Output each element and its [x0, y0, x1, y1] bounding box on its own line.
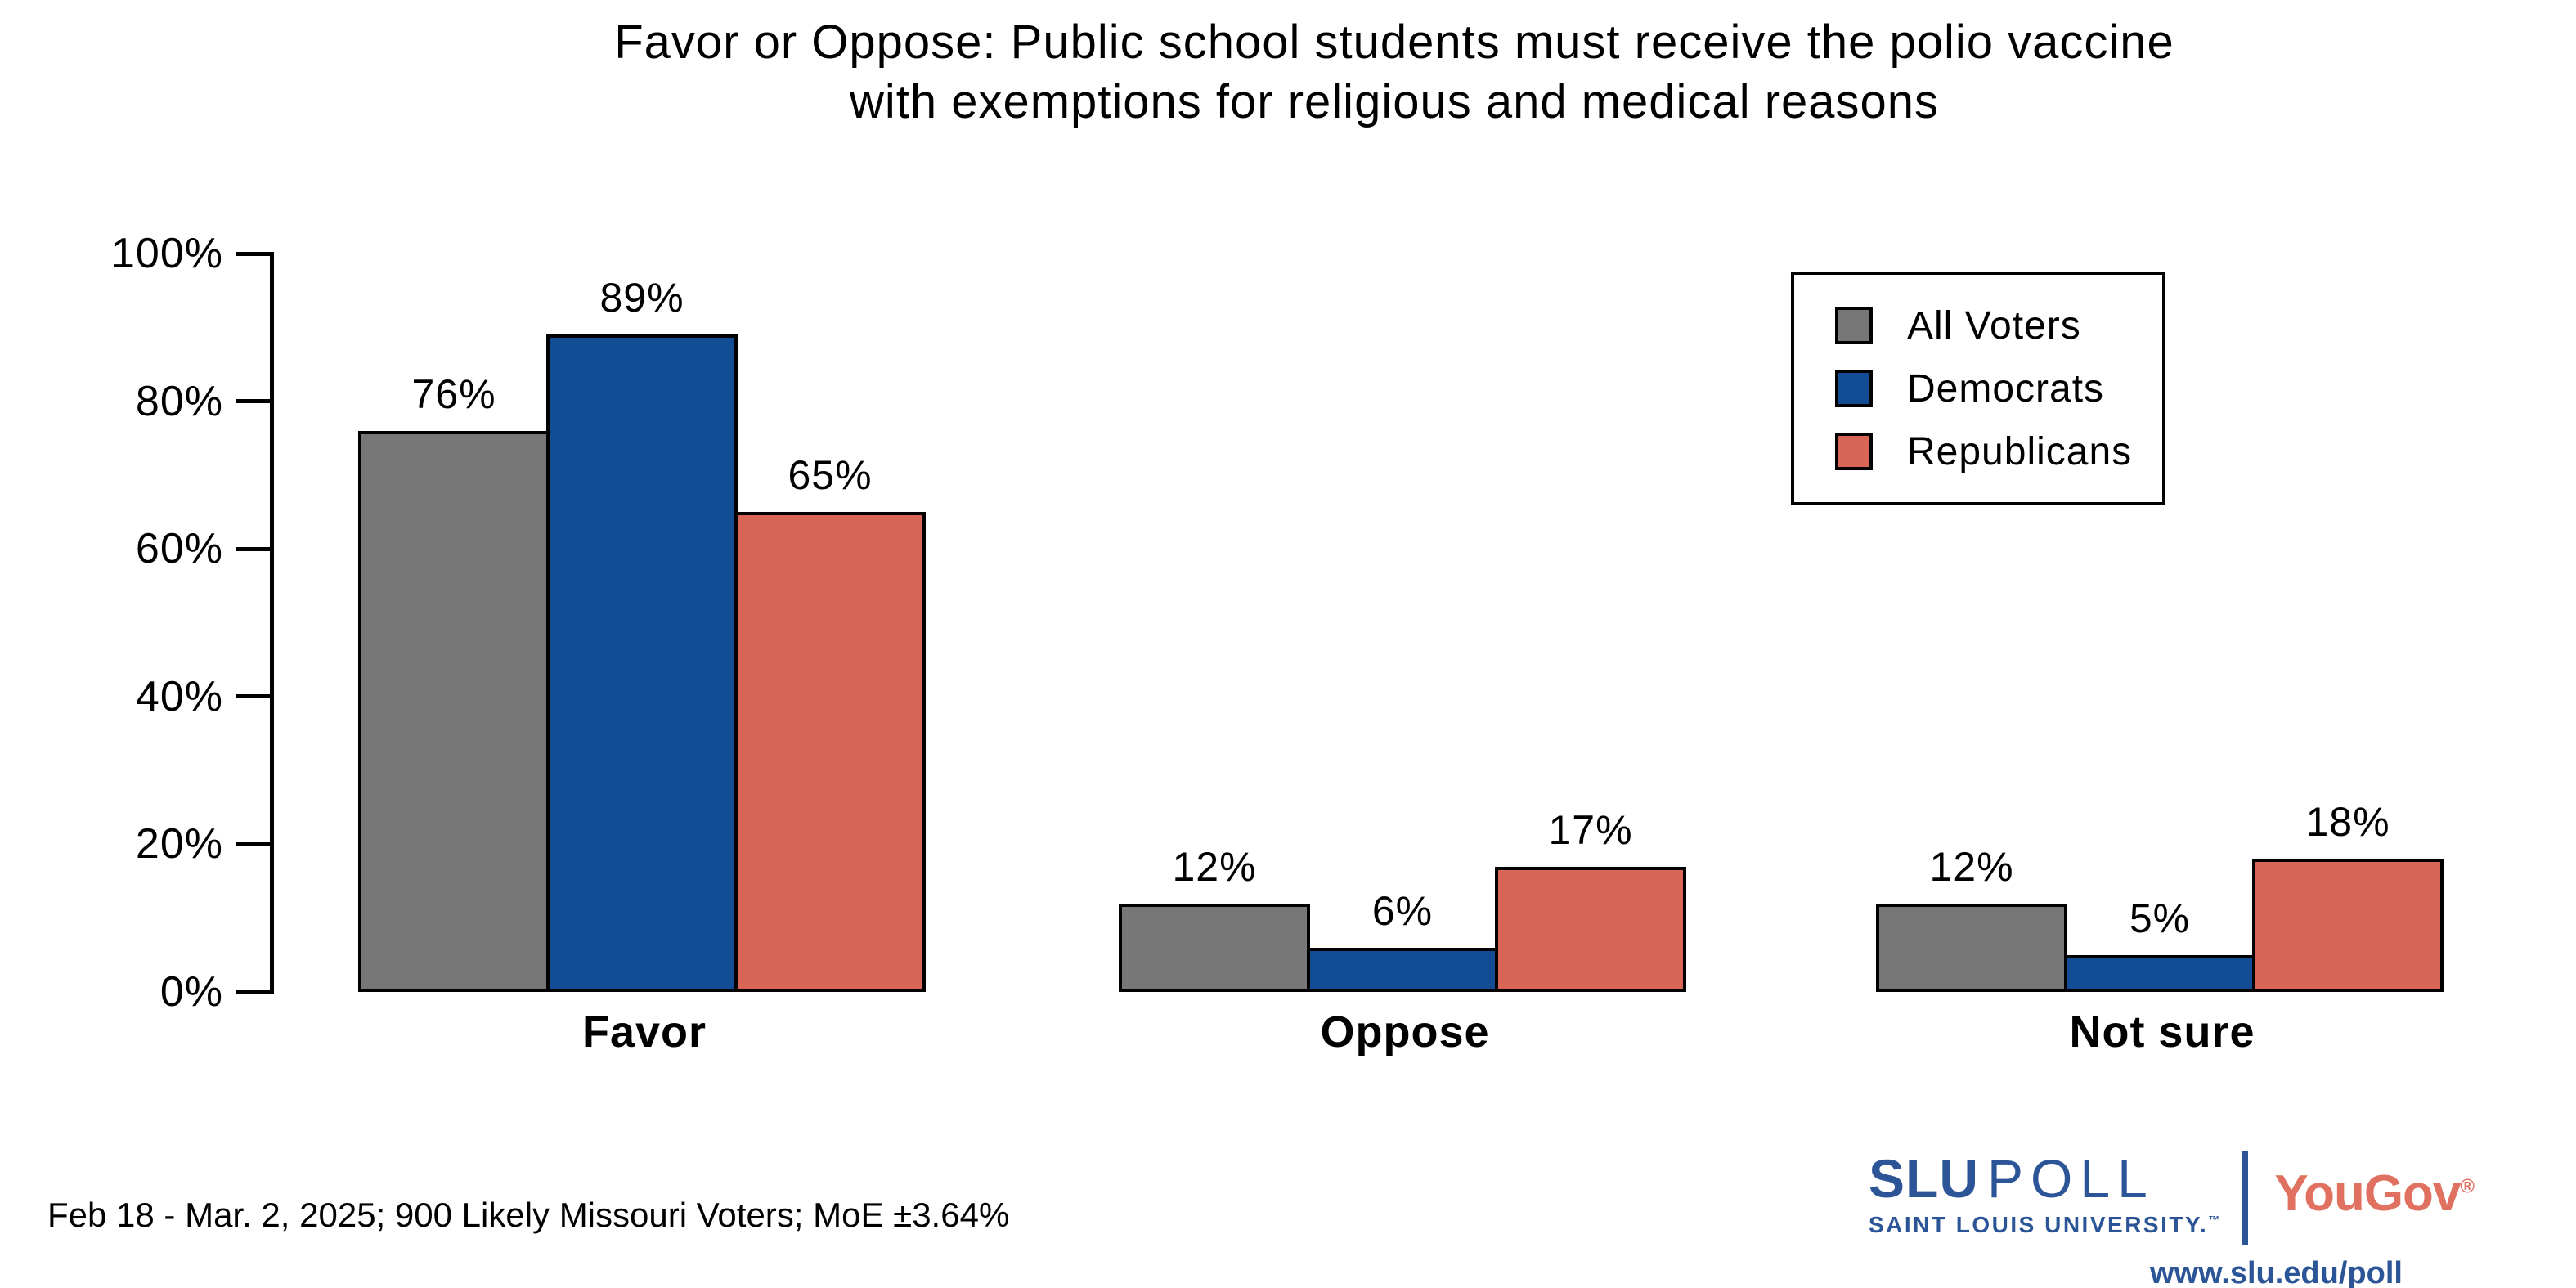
bar-slot-not-sure-republicans: 18% — [2252, 254, 2444, 992]
y-tick-100: 100% — [111, 229, 274, 278]
legend-label-all-voters: All Voters — [1907, 303, 2081, 348]
bar-slot-oppose-republicans: 17% — [1495, 254, 1686, 992]
tick-mark — [236, 399, 274, 404]
yougov-logo: YouGov® — [2274, 1165, 2475, 1222]
y-axis: 0% 20% 40% 60% 80% 100% — [0, 230, 274, 1016]
chart-title: Favor or Oppose: Public school students … — [213, 13, 2576, 132]
trademark-symbol: ™ — [2208, 1213, 2220, 1227]
bar-favor-democrats — [546, 334, 738, 992]
bar-slot-oppose-all-voters: 12% — [1119, 254, 1310, 992]
legend-row-democrats: Democrats — [1835, 366, 2162, 411]
y-tick-20: 20% — [136, 819, 274, 868]
y-tick-80: 80% — [136, 377, 274, 426]
y-tick-0: 0% — [160, 967, 274, 1016]
bar-value-label: 76% — [411, 370, 496, 417]
category-label-favor: Favor — [581, 1008, 707, 1057]
slu-poll-wordmark: SLU POLL — [1869, 1151, 2219, 1205]
bar-not-sure-republicans — [2252, 859, 2444, 992]
bar-group-not-sure: 12% 5% 18% Not sure — [1876, 254, 2448, 1057]
branding: SLU POLL SAINT LOUIS UNIVERSITY.™ YouGov®… — [1869, 1151, 2475, 1288]
legend-swatch-democrats — [1835, 370, 1873, 407]
bar-value-label: 5% — [2129, 895, 2191, 941]
bar-value-label: 6% — [1371, 887, 1434, 934]
y-tick-label: 0% — [159, 968, 223, 1016]
bar-slot-favor-all-voters: 76% — [358, 254, 550, 992]
brand-row: SLU POLL SAINT LOUIS UNIVERSITY.™ YouGov® — [1869, 1151, 2475, 1245]
legend-swatch-all-voters — [1835, 307, 1873, 344]
y-tick-60: 60% — [136, 524, 274, 573]
bar-oppose-republicans — [1495, 866, 1686, 992]
chart-title-line2: with exemptions for religious and medica… — [849, 74, 1940, 128]
bar-value-label: 17% — [1548, 806, 1633, 853]
site-url: www.slu.edu/poll — [2150, 1256, 2403, 1288]
saint-louis-university-text: SAINT LOUIS UNIVERSITY.™ — [1869, 1212, 2220, 1237]
bar-slot-favor-republicans: 65% — [734, 254, 926, 992]
legend-label-democrats: Democrats — [1907, 366, 2105, 411]
tick-mark — [236, 251, 274, 256]
bar-not-sure-democrats — [2064, 954, 2255, 992]
y-tick-40: 40% — [136, 672, 274, 721]
y-axis-line — [270, 252, 274, 994]
bar-value-label: 18% — [2305, 799, 2390, 846]
bar-slot-oppose-democrats: 6% — [1307, 254, 1498, 992]
tick-mark — [236, 990, 274, 994]
tick-mark — [236, 841, 274, 846]
tick-mark — [236, 546, 274, 551]
registered-symbol: ® — [2460, 1175, 2475, 1198]
y-tick-label: 80% — [135, 377, 223, 425]
bar-not-sure-all-voters — [1876, 903, 2067, 992]
legend: All Voters Democrats Republicans — [1791, 272, 2165, 505]
brand-divider — [2242, 1151, 2249, 1245]
legend-row-republicans: Republicans — [1835, 429, 2162, 474]
bar-favor-republicans — [734, 512, 926, 992]
category-label-oppose: Oppose — [1320, 1008, 1490, 1057]
bar-oppose-all-voters — [1119, 903, 1310, 992]
slu-text: SLU — [1869, 1148, 1979, 1209]
legend-row-all-voters: All Voters — [1835, 303, 2162, 348]
y-tick-label: 20% — [135, 820, 223, 868]
footnote: Feb 18 - Mar. 2, 2025; 900 Likely Missou… — [47, 1196, 1010, 1234]
bar-group-favor: 76% 89% 65% Favor — [358, 254, 931, 1057]
bar-slot-favor-democrats: 89% — [546, 254, 738, 992]
category-label-not-sure: Not sure — [2069, 1008, 2255, 1057]
legend-label-republicans: Republicans — [1907, 429, 2133, 473]
bar-value-label: 12% — [1929, 843, 2014, 890]
bar-slot-not-sure-all-voters: 12% — [1876, 254, 2067, 992]
chart-title-line1: Favor or Oppose: Public school students … — [614, 16, 2174, 69]
bar-value-label: 65% — [788, 452, 873, 499]
bar-value-label: 12% — [1172, 843, 1257, 890]
y-tick-label: 60% — [135, 525, 223, 573]
legend-swatch-republicans — [1835, 433, 1873, 470]
poll-text: POLL — [1987, 1148, 2155, 1209]
slu-poll-logo: SLU POLL SAINT LOUIS UNIVERSITY.™ — [1869, 1151, 2219, 1238]
bar-oppose-democrats — [1307, 947, 1498, 992]
y-tick-label: 40% — [135, 672, 223, 720]
bar-favor-all-voters — [358, 430, 550, 992]
y-tick-label: 100% — [111, 230, 223, 277]
bar-group-oppose: 12% 6% 17% Oppose — [1119, 254, 1691, 1057]
tick-mark — [236, 694, 274, 699]
bar-value-label: 89% — [599, 275, 684, 321]
